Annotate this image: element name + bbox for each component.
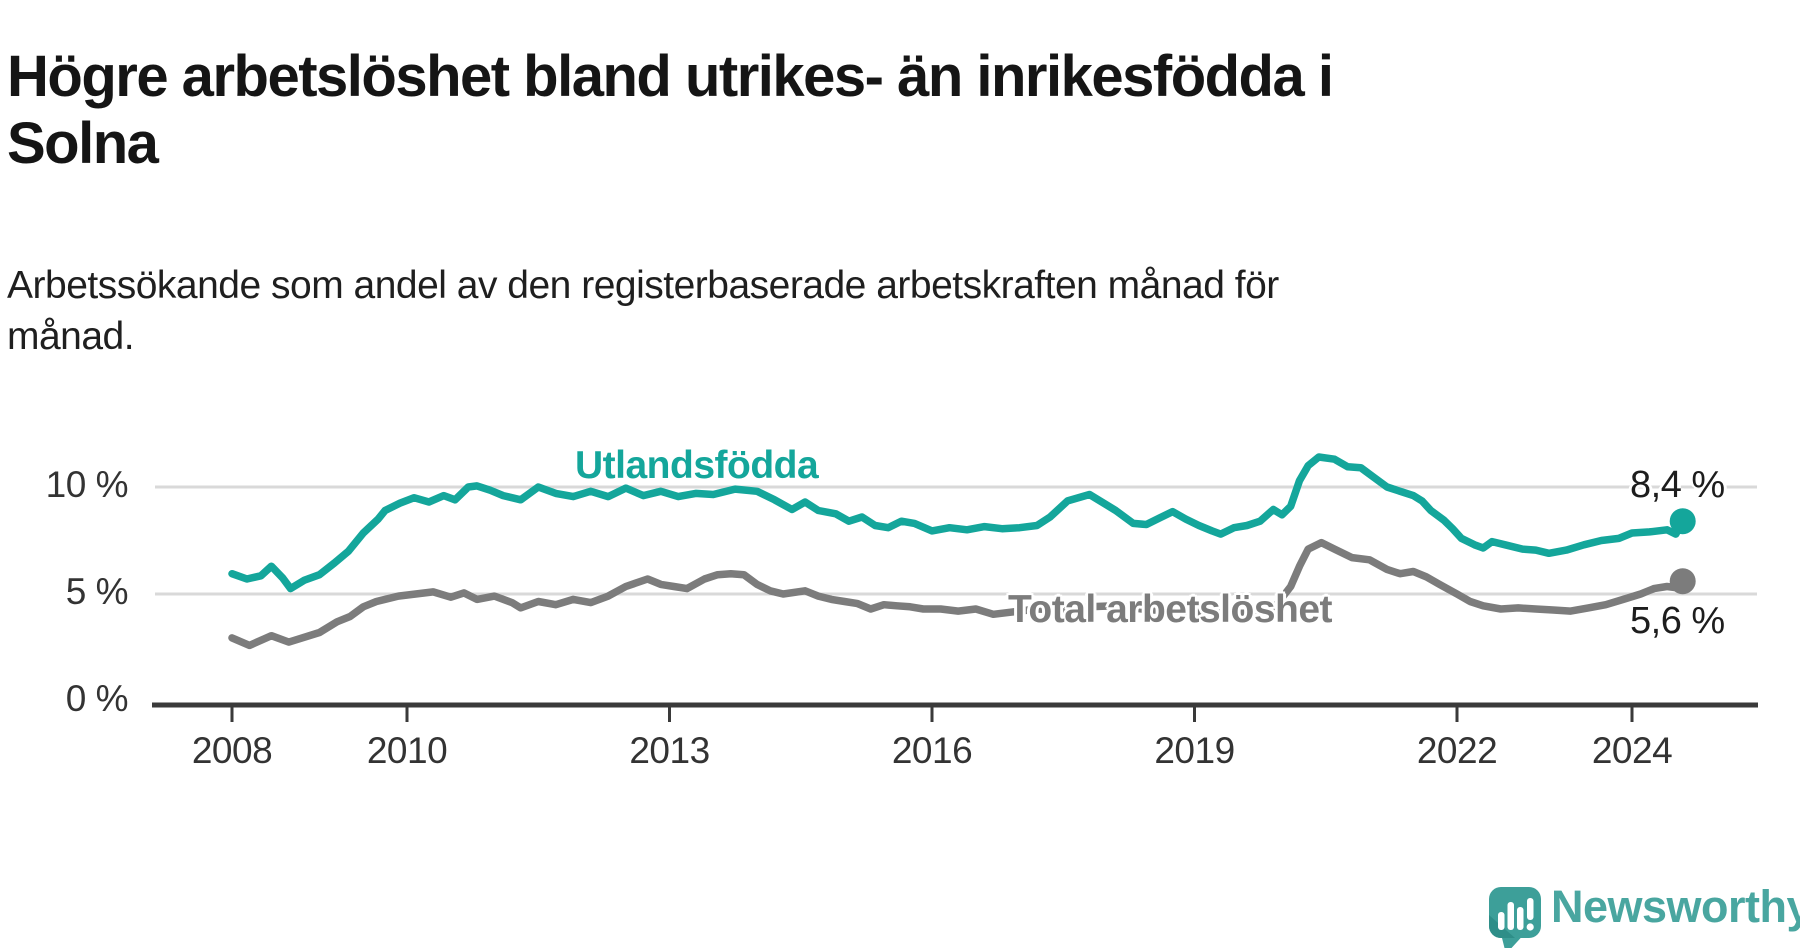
x-axis-ticks <box>230 707 1634 722</box>
series-label-utlandsfodda: Utlandsfödda <box>575 444 819 487</box>
logo-exclamation-dot <box>1526 923 1534 931</box>
y-axis-label-5pct: 5 % <box>65 571 129 612</box>
logo-bar-1 <box>1498 912 1505 930</box>
logo-exclamation-bar <box>1527 898 1534 920</box>
end-value-label-total: 5,6 % <box>1630 600 1725 642</box>
page-title: Högre arbetslöshet bland utrikes- än inr… <box>7 43 1767 178</box>
x-axis-label-2008: 2008 <box>191 730 273 771</box>
end-point-utlandsfodda <box>1669 508 1696 535</box>
x-axis-label-2013: 2013 <box>629 730 710 771</box>
brand-name: Newsworthy <box>1551 881 1800 932</box>
title-line-2: Solna <box>7 111 159 177</box>
x-axis-label-2022: 2022 <box>1416 730 1498 771</box>
title-line-1: Högre arbetslöshet bland utrikes- än inr… <box>7 43 1334 109</box>
x-axis-label-2010: 2010 <box>366 730 448 771</box>
logo-bar-2 <box>1507 902 1514 930</box>
line-utlandsfodda <box>228 453 1687 593</box>
y-axis-label-10pct: 10 % <box>45 464 129 505</box>
logo-bar-3 <box>1517 907 1524 930</box>
x-axis-label-2024: 2024 <box>1591 730 1673 771</box>
x-axis-label-2016: 2016 <box>891 730 973 771</box>
line-total-arbetsloshet <box>228 538 1687 650</box>
series-label-total-arbetsloshet: Total arbetslöshet <box>1008 588 1333 631</box>
chart-subtitle: Arbetssökande som andel av den registerb… <box>7 261 1767 362</box>
end-value-label-utlandsfodda: 8,4 % <box>1630 464 1725 506</box>
end-point-total <box>1669 568 1696 595</box>
y-axis-label-0pct: 0 % <box>65 678 129 719</box>
newsworthy-logo-icon <box>1489 887 1541 948</box>
subtitle-line-2: månad. <box>7 314 135 358</box>
subtitle-line-1: Arbetssökande som andel av den registerb… <box>7 264 1279 307</box>
x-axis-label-2019: 2019 <box>1154 730 1235 771</box>
